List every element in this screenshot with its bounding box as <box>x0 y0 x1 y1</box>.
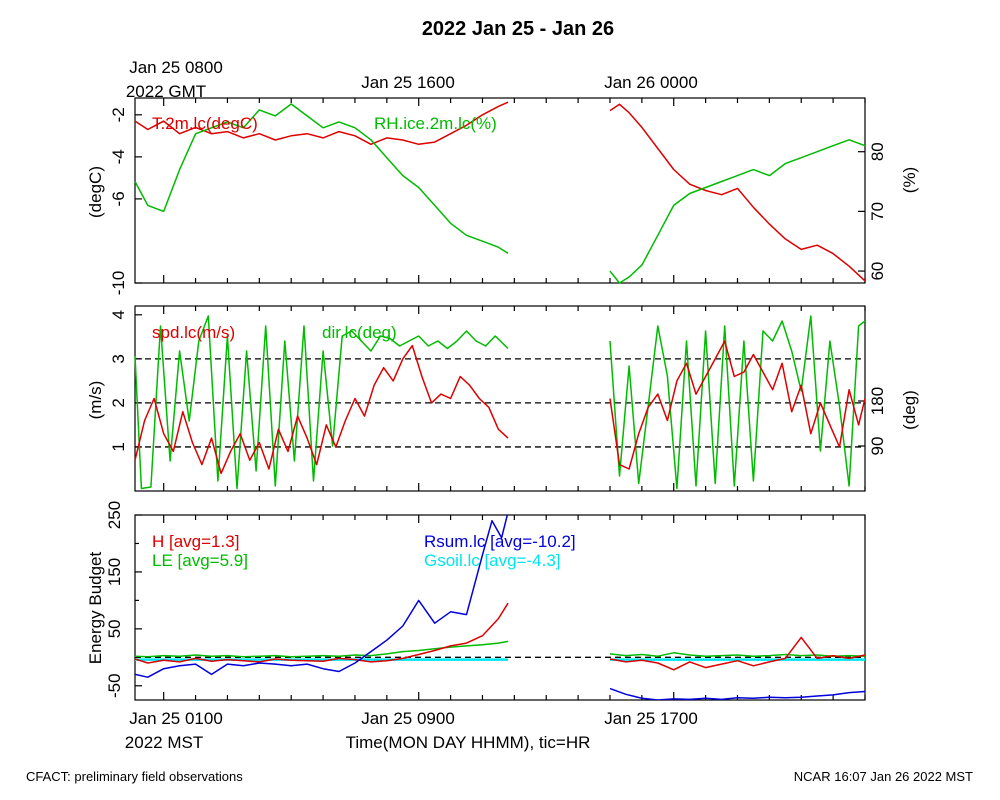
panel-2-ylabel-left: (m/s) <box>86 381 105 420</box>
series-line-h <box>135 602 865 671</box>
y-tick-label-right: 70 <box>868 202 887 221</box>
legend-rsum: Rsum.lc [avg=-10.2] <box>424 532 576 551</box>
y-tick-label: 4 <box>109 310 128 319</box>
panel-1-frame <box>134 97 866 284</box>
bottom-time-label-1: Jan 25 0100 <box>129 709 223 728</box>
top-time-label-1: Jan 25 0800 <box>129 58 223 77</box>
legend-rh: RH.ice.2m.lc(%) <box>374 114 497 133</box>
top-time-label-3: Jan 26 0000 <box>604 73 698 92</box>
series-line-rh-ice <box>134 103 866 284</box>
y-tick-label: 1 <box>109 442 128 451</box>
y-tick-label: -4 <box>109 149 128 164</box>
legend-gsoil: Gsoil.lc [avg=-4.3] <box>424 551 561 570</box>
bottom-time-label-2: Jan 25 0900 <box>361 709 455 728</box>
y-tick-label-right: 80 <box>868 142 887 161</box>
x-axis-label: Time(MON DAY HHMM), tic=HR <box>346 733 591 752</box>
series-line-le <box>135 640 865 658</box>
bottom-time-label-3: Jan 25 1700 <box>604 709 698 728</box>
series-line-wind-direction <box>134 315 866 490</box>
y-tick-label-right: 60 <box>868 262 887 281</box>
legend-spd: spd.lc(m/s) <box>152 323 235 342</box>
panel-2-frame <box>134 305 866 492</box>
panel-3-data <box>135 515 865 700</box>
footer-left: CFACT: preliminary field observations <box>26 769 243 784</box>
y-tick-label: -10 <box>109 271 128 296</box>
legend-dir: dir.lc(deg) <box>322 323 397 342</box>
series-line-temperature <box>134 101 866 282</box>
panel-1-ylabel-right: (%) <box>900 167 919 193</box>
top-time-label-2: Jan 25 1600 <box>361 73 455 92</box>
bottom-time-sub-label: 2022 MST <box>125 733 203 752</box>
y-tick-label: -6 <box>109 191 128 206</box>
panel-3-ylabel: Energy Budget <box>86 551 105 664</box>
legend-h: H [avg=1.3] <box>152 532 239 551</box>
panel-3-frame <box>134 514 866 701</box>
panel-wind: 1 2 3 4 90 180 <box>109 310 887 490</box>
series-line-wind-speed <box>134 340 866 475</box>
y-tick-label-right: 90 <box>868 437 887 456</box>
y-tick-label: 50 <box>105 619 124 638</box>
y-tick-label: 3 <box>109 354 128 363</box>
y-tick-label: 2 <box>109 398 128 407</box>
series-line-rsum <box>135 515 865 700</box>
footer-right: NCAR 16:07 Jan 26 2022 MST <box>794 769 973 784</box>
panel-energy-budget: -50 50 150 250 <box>105 501 865 700</box>
panel-temperature-humidity: -2 -4 -6 -10 60 70 80 <box>109 101 887 296</box>
legend-t2m: T.2m.lc(degC) <box>152 114 258 133</box>
legend-le: LE [avg=5.9] <box>152 551 248 570</box>
axis-ticks <box>135 98 866 700</box>
chart-title: 2022 Jan 25 - Jan 26 <box>422 18 614 40</box>
y-tick-label-right: 180 <box>868 387 887 415</box>
y-tick-label: -2 <box>109 107 128 122</box>
y-tick-label: -50 <box>105 673 124 698</box>
y-tick-label: 150 <box>105 558 124 586</box>
panel-1-ylabel-left: (degC) <box>86 166 105 218</box>
top-time-sub-label: 2022 GMT <box>126 82 206 101</box>
panel-2-ylabel-right: (deg) <box>900 390 919 430</box>
y-tick-label: 250 <box>105 501 124 529</box>
